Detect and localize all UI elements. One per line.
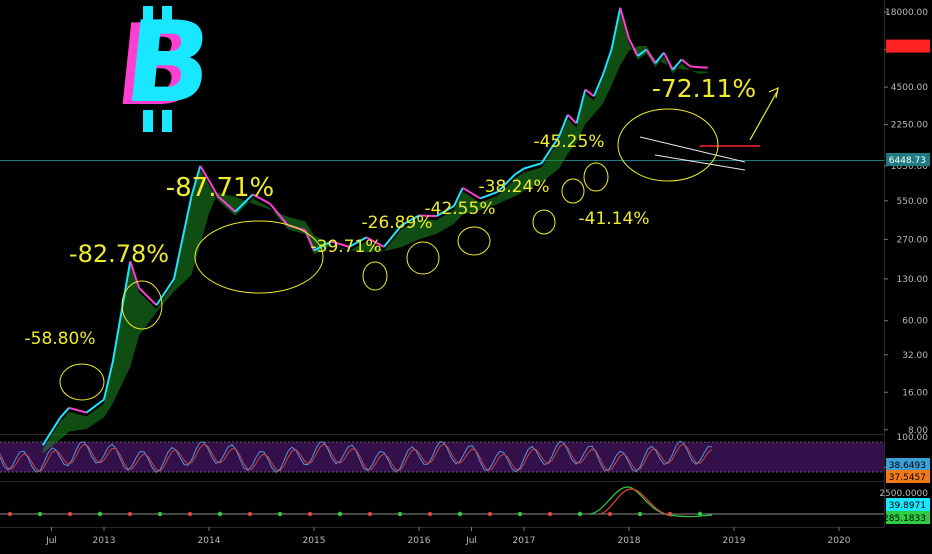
drawdown-ellipse <box>60 364 104 400</box>
price-segment <box>515 169 524 175</box>
price-axis-label: 60.00 <box>902 317 928 327</box>
macd-cross-dot <box>98 512 102 516</box>
macd-cross-dot <box>68 512 72 516</box>
drawdown-label: -26.89% <box>362 213 433 233</box>
price-axis-label: 32.00 <box>902 351 928 361</box>
triangle-lower-line <box>655 155 745 170</box>
macd-cross-dot <box>458 512 462 516</box>
price-segment <box>69 408 87 413</box>
drawdown-ellipse <box>363 262 387 290</box>
price-segment <box>647 50 656 64</box>
bitcoin-logo-bar <box>162 110 172 132</box>
macd-cross-dot <box>608 512 612 516</box>
macd-cross-dot <box>308 512 312 516</box>
drawdown-ellipse <box>458 227 490 255</box>
macd-cross-dot <box>398 512 402 516</box>
drawdown-ellipse <box>195 221 323 293</box>
price-axis-label: 270.00 <box>897 235 929 245</box>
drawdown-ellipse <box>584 163 608 191</box>
macd-cross-dot <box>578 512 582 516</box>
macd-cross-dot <box>128 512 132 516</box>
drawdown-label: -39.71% <box>311 237 382 257</box>
price-segment <box>690 66 699 67</box>
rsi-band <box>0 442 884 472</box>
macd-cross-dot <box>278 512 282 516</box>
price-axis: 560000.00280000.00140000.0070000.0034000… <box>879 0 928 473</box>
macd-cross-dot <box>248 512 252 516</box>
time-axis-label: Jul <box>465 536 477 546</box>
bitcoin-logo: B B <box>110 0 218 132</box>
macd-cross-dot <box>638 512 642 516</box>
time-axis-label: 2016 <box>408 536 431 546</box>
drawdown-label: -41.14% <box>579 209 650 229</box>
rsi-signal-badge: 37.5457 <box>889 473 926 483</box>
macd-cross-dot <box>38 512 42 516</box>
time-axis-label: 2019 <box>723 536 746 546</box>
time-axis-label: Jul <box>45 536 57 546</box>
current-price-badge: 6448.73 <box>889 156 926 166</box>
drawdown-label: -72.11% <box>652 74 756 103</box>
resistance-badge-bg <box>886 40 930 53</box>
time-axis-label: 2020 <box>828 536 851 546</box>
macd-signal-badge: 285.1833 <box>883 514 926 524</box>
drawdown-ellipse <box>533 210 555 234</box>
macd-cross-dot <box>218 512 222 516</box>
macd-line <box>590 487 712 517</box>
macd-panel <box>8 487 712 517</box>
drawdown-ellipse <box>618 109 718 181</box>
panel-separator <box>0 434 884 435</box>
price-axis-label: 130.00 <box>897 275 929 285</box>
bitcoin-logo-bar <box>162 6 172 24</box>
bitcoin-logo-bar <box>143 110 153 132</box>
macd-cross-dot <box>548 512 552 516</box>
rsi-value-badge: 38.6493 <box>889 461 926 471</box>
macd-cross-dot <box>428 512 432 516</box>
drawdown-label: -82.78% <box>69 240 169 268</box>
drawdown-label: -45.25% <box>534 132 605 152</box>
drawdown-label: -87.71% <box>166 173 275 203</box>
panel-separator <box>0 481 884 482</box>
price-axis-label: 18000.00 <box>885 8 928 18</box>
price-axis-label: 16.00 <box>902 388 928 398</box>
macd-value-badge: 39.8971 <box>889 501 926 511</box>
macd-cross-dot <box>488 512 492 516</box>
time-axis: Jul 2013 2014 2015 2016 Jul 2017 2018 2019 2020 <box>45 527 851 546</box>
time-axis-label: 2015 <box>303 536 326 546</box>
price-segment <box>524 163 542 168</box>
macd-cross-dot <box>8 512 12 516</box>
time-axis-label: 2017 <box>513 536 536 546</box>
macd-cross-dot <box>368 512 372 516</box>
macd-cross-dot <box>518 512 522 516</box>
drawdown-label: -38.24% <box>479 177 550 197</box>
triangle-upper-line <box>640 137 745 162</box>
time-axis-label: 2018 <box>618 536 641 546</box>
bitcoin-logo-bar <box>143 6 153 24</box>
drawdown-label: -42.55% <box>425 199 496 219</box>
drawdown-label: -58.80% <box>25 329 96 349</box>
time-axis-label: 2014 <box>198 536 221 546</box>
price-axis-label: 4500.00 <box>891 83 928 93</box>
macd-signal-line <box>600 489 672 516</box>
price-axis-label: 2250.00 <box>891 121 928 131</box>
macd-axis-label: 2500.0000 <box>879 489 928 499</box>
macd-cross-dot <box>338 512 342 516</box>
drawdown-ellipse <box>407 242 439 274</box>
time-axis-label: 2013 <box>93 536 116 546</box>
rsi-axis-label: 100.00 <box>897 433 929 443</box>
drawdown-ellipse <box>562 179 584 203</box>
panel-separator <box>0 527 884 528</box>
macd-cross-dot <box>188 512 192 516</box>
macd-cross-dot <box>158 512 162 516</box>
price-axis-label: 550.00 <box>897 197 929 207</box>
